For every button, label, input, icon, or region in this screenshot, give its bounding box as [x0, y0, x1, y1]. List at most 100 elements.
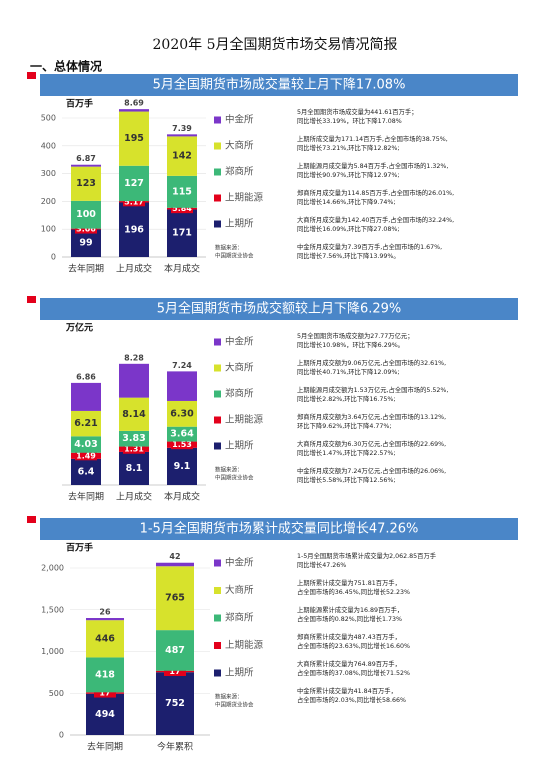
bar-segment: [119, 363, 149, 398]
legend-label: 大商所: [225, 140, 254, 152]
bar-segment: [167, 426, 197, 442]
note-text: 上期能源月成交量为5.84百万手,占全国市场的1.32%,: [297, 161, 448, 170]
data-label: 3.83: [122, 433, 145, 444]
x-tick-label: 本月成交: [164, 263, 200, 275]
source-note: 中国期货业协会: [215, 474, 254, 482]
data-label: 1.49: [76, 451, 96, 460]
bar-segment: [71, 382, 101, 411]
y-tick-label: 1,000: [41, 647, 64, 656]
note-text: 郑商所累计成交量为487.43百万手，: [297, 632, 401, 641]
bar-segment: [167, 134, 197, 137]
note-text: 上期能源月成交额为1.53万亿元,占全国市场的5.52%,: [297, 385, 448, 394]
legend-swatch: [214, 194, 221, 202]
data-label: 195: [124, 133, 144, 144]
note-text: 占全国市场的2.03%,同比增长58.66%: [297, 695, 406, 704]
data-label: 1.53: [172, 440, 192, 449]
label-background: [164, 666, 186, 676]
note-text: 同比增长16.09%,环比下降27.08%;: [297, 224, 400, 233]
note-text: 占全国市场的37.08%,同比增长71.52%: [297, 668, 410, 677]
data-label: 171: [172, 228, 192, 239]
legend-swatch: [214, 220, 221, 228]
data-label: 127: [124, 178, 144, 189]
note-text: 同比增长5.58%,环比下降12.56%;: [297, 475, 396, 484]
legend-swatch: [214, 390, 221, 398]
banner-icon: [27, 516, 36, 523]
legend-swatch: [214, 116, 221, 124]
note-text: 上期所成交量为171.14百万手,占全国市场的38.75%,: [297, 134, 448, 143]
x-tick-label: 今年累积: [157, 741, 193, 753]
note-text: 占全国市场的0.82%,同比增长1.73%: [297, 614, 402, 623]
y-tick-label: 400: [41, 141, 56, 150]
banner-title: 5月全国期货市场成交量较上月下降17.08%: [153, 77, 406, 93]
legend-label: 上期所: [225, 668, 254, 679]
bar-segment: [71, 458, 101, 485]
source-note: 数据来源：: [215, 244, 243, 252]
data-label: 9.1: [174, 461, 191, 472]
unit-label: 百万手: [66, 542, 93, 554]
data-label: 6.87: [76, 154, 96, 163]
banner: [40, 518, 518, 540]
data-label: 8.14: [122, 409, 146, 420]
legend-label: 郑商所: [225, 388, 254, 400]
bar-segment: [119, 397, 149, 431]
legend-swatch: [214, 338, 221, 346]
legend-label: 郑商所: [225, 612, 254, 624]
note-text: 上期所累计成交量为751.81百万手，: [297, 578, 401, 587]
note-text: 同比增长14.66%,环比下降9.74%;: [297, 197, 396, 206]
note-text: 环比下降9.62%,环比下降4.77%;: [297, 421, 392, 430]
data-label: 99: [79, 238, 92, 249]
legend-label: 中金所: [225, 557, 254, 569]
doc-title: 2020年 5月全国期货市场交易情况简报: [153, 36, 398, 53]
data-label: 123: [76, 178, 96, 189]
note-text: 同比增长33.19%，环比下降17.08%: [297, 116, 402, 125]
bar-segment: [167, 175, 197, 208]
note-text: 郑商所月成交额为3.64万亿元,占全国市场的13.12%,: [297, 412, 446, 421]
legend-label: 郑商所: [225, 166, 254, 178]
source-note: 中国期货业协会: [215, 701, 254, 709]
data-label: 6.4: [78, 466, 95, 477]
note-text: 中金所月成交量为7.39百万手,占全国市场的1.67%,: [297, 242, 442, 251]
data-label: 8.1: [126, 463, 143, 474]
y-tick-label: 100: [41, 225, 56, 234]
bar-segment: [119, 451, 149, 485]
label-background: [123, 444, 145, 454]
banner-icon: [27, 296, 36, 303]
x-tick-label: 本月成交: [164, 491, 200, 503]
section-heading: 一、总体情况: [30, 59, 102, 74]
legend-swatch: [214, 442, 221, 450]
note-text: 同比增长7.56%,环比下降13.99%。: [297, 251, 400, 260]
data-label: 494: [95, 709, 115, 720]
bar-segment: [119, 165, 149, 202]
note-text: 同比增长1.47%,环比下降22.57%;: [297, 448, 396, 457]
source-note: 数据来源：: [215, 693, 243, 701]
legend-swatch: [214, 142, 221, 150]
unit-label: 百万手: [66, 98, 93, 110]
note-text: 占全国市场的23.63%,同比增长16.60%: [297, 641, 410, 650]
legend-label: 中金所: [225, 114, 254, 126]
banner-icon: [27, 72, 36, 79]
data-label: 6.86: [76, 372, 96, 381]
legend-label: 大商所: [225, 584, 254, 596]
data-label: 115: [172, 186, 192, 197]
label-background: [94, 688, 116, 698]
data-label: 17: [169, 667, 180, 676]
y-tick-label: 0: [59, 731, 64, 740]
data-label: 8.69: [124, 99, 144, 108]
legend-swatch: [214, 614, 221, 622]
data-label: 487: [165, 645, 185, 656]
note-text: 同比增长47.26%: [297, 560, 346, 569]
data-label: 418: [95, 669, 115, 680]
x-tick-label: 去年同期: [87, 741, 123, 753]
note-text: 5月全国期货市场成交额为27.77万亿元；: [297, 331, 414, 340]
bar-segment: [156, 672, 194, 735]
data-label: 100: [76, 209, 96, 220]
note-text: 中金所月成交额为7.24万亿元,占全国市场的26.06%,: [297, 466, 446, 475]
note-text: 同比增长2.82%,环比下降16.75%;: [297, 394, 396, 403]
legend-label: 上期能源: [225, 192, 264, 204]
note-text: 大商所累计成交量为764.89百万手，: [297, 659, 401, 668]
data-label: 752: [165, 698, 185, 709]
legend-label: 中金所: [225, 336, 254, 348]
bar-segment: [71, 229, 101, 257]
